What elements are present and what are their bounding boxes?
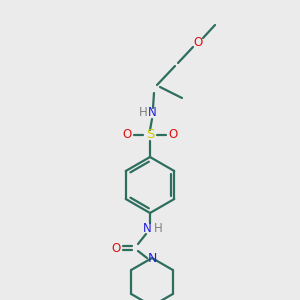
- Text: O: O: [168, 128, 178, 142]
- Text: O: O: [122, 128, 132, 142]
- Text: H: H: [139, 106, 147, 119]
- Text: O: O: [194, 35, 202, 49]
- Text: N: N: [147, 251, 157, 265]
- Text: N: N: [148, 106, 156, 119]
- Text: N: N: [142, 221, 152, 235]
- Text: S: S: [146, 128, 154, 142]
- Text: O: O: [111, 242, 121, 254]
- Text: H: H: [154, 221, 162, 235]
